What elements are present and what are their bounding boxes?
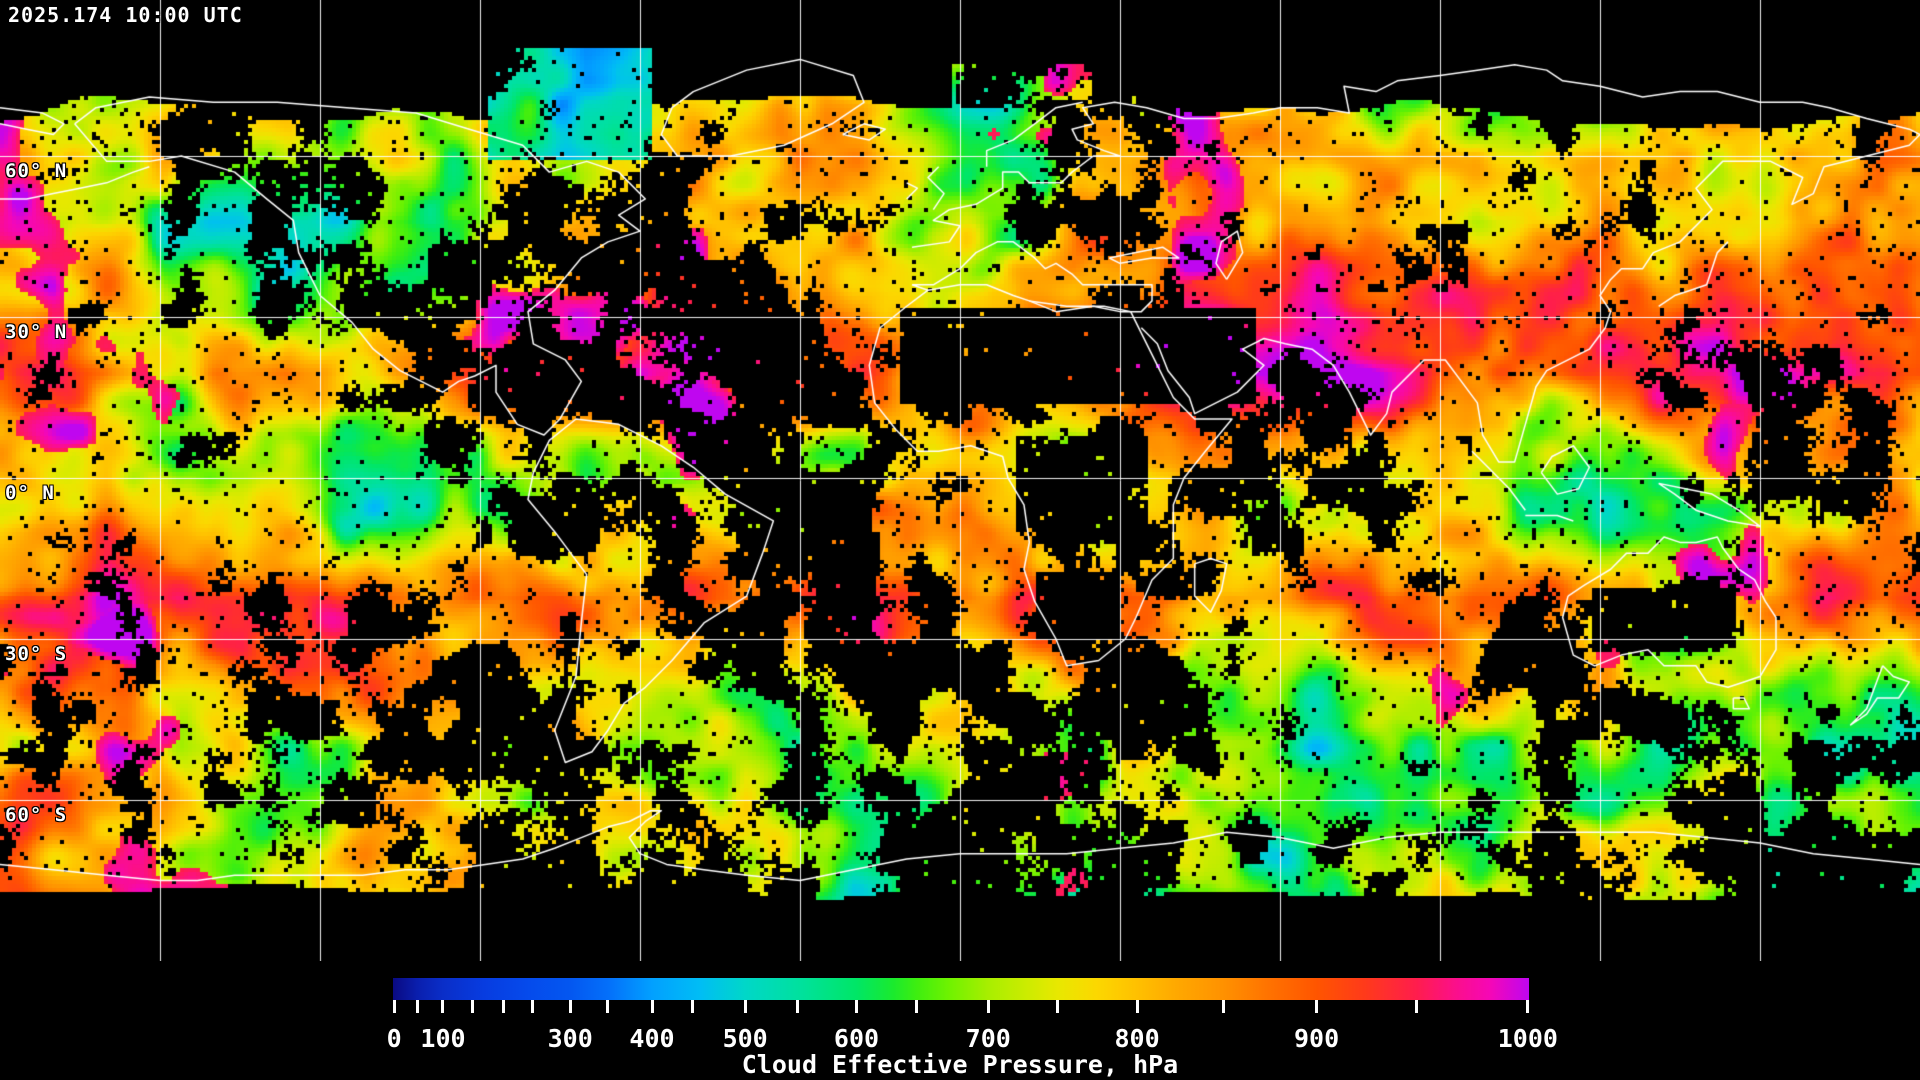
colorbar-tick-label: 300 [547, 1024, 593, 1053]
timestamp-label: 2025.174 10:00 UTC [8, 3, 243, 27]
colorbar-tick-mark [650, 1000, 654, 1013]
colorbar-tick-mark [986, 1000, 990, 1013]
world-cloud-map [0, 0, 1920, 961]
colorbar-title: Cloud Effective Pressure, hPa [741, 1050, 1179, 1079]
colorbar-tick-label: 1000 [1497, 1024, 1558, 1053]
colorbar-tick-label: 400 [629, 1024, 675, 1053]
colorbar-tick-label: 700 [965, 1024, 1011, 1053]
latitude-label: 30° N [5, 321, 68, 343]
colorbar-tick-mark [915, 1000, 919, 1013]
colorbar-tick-mark [1056, 1000, 1060, 1013]
colorbar-tick-label: 900 [1293, 1024, 1340, 1053]
colorbar-tick-label: 800 [1114, 1024, 1160, 1053]
colorbar-tick-label: 600 [833, 1024, 880, 1053]
colorbar-tick-mark [568, 1000, 572, 1013]
colorbar-tick-mark [691, 1000, 695, 1013]
colorbar-tick-mark [606, 1000, 610, 1013]
colorbar-tick-mark [1526, 1000, 1530, 1013]
colorbar-tick-mark [1221, 1000, 1225, 1013]
colorbar-tick-mark [501, 1000, 505, 1013]
colorbar-tick-mark [392, 1000, 396, 1013]
colorbar-tick-mark [1315, 1000, 1319, 1013]
latitude-label: 60° S [5, 804, 68, 826]
latitude-label: 0° N [5, 482, 55, 504]
colorbar-tick-mark [471, 1000, 475, 1013]
colorbar-tick-mark [531, 1000, 535, 1013]
colorbar-tick-label: 100 [420, 1024, 466, 1053]
colorbar-tick-label: 0 [386, 1024, 402, 1053]
colorbar-tick-mark [416, 1000, 420, 1013]
colorbar-gradient [393, 978, 1529, 1000]
colorbar-tick-mark [854, 1000, 858, 1013]
colorbar-tick-label: 500 [722, 1024, 768, 1053]
colorbar-tick-mark [1415, 1000, 1419, 1013]
colorbar-tick-mark [795, 1000, 799, 1013]
latitude-label: 30° S [5, 643, 68, 665]
latitude-label: 60° N [5, 160, 68, 182]
colorbar-tick-mark [441, 1000, 445, 1013]
colorbar-tick-mark [743, 1000, 747, 1013]
colorbar-tick-mark [1135, 1000, 1139, 1013]
